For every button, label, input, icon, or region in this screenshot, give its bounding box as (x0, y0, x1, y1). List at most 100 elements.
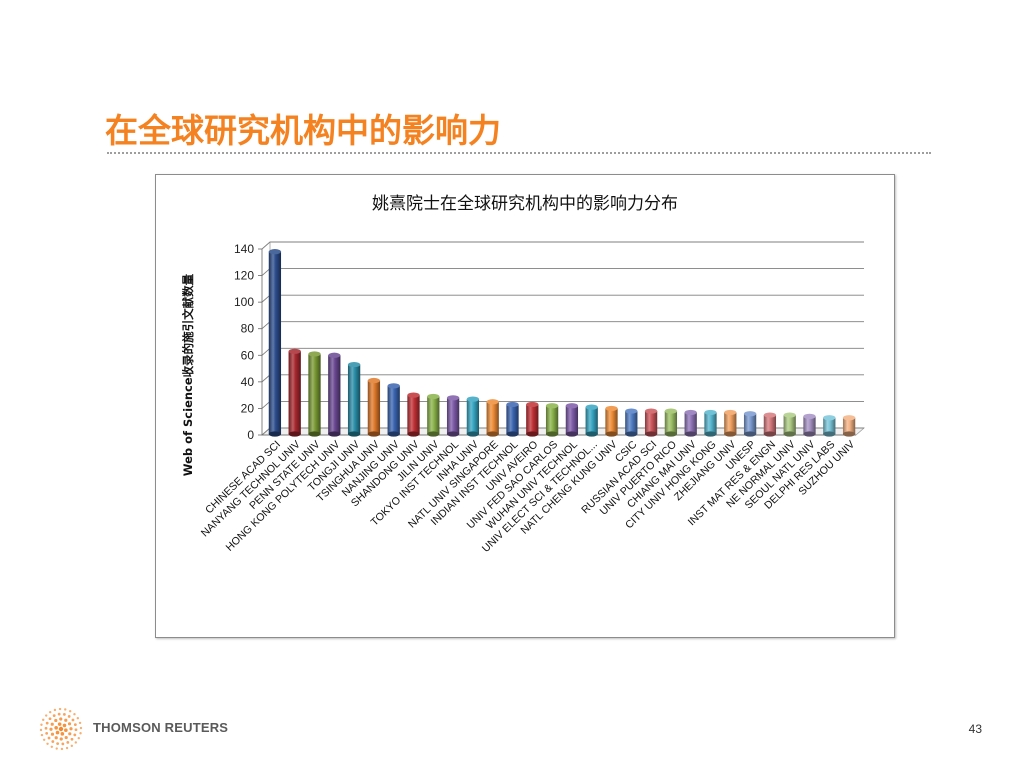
bar-body (684, 412, 697, 434)
bar-base (704, 431, 717, 437)
bar (763, 412, 777, 437)
bar (545, 403, 559, 437)
bar-cap (842, 415, 856, 421)
bar-body (347, 364, 361, 434)
bar-base (585, 431, 598, 437)
gridline (261, 347, 864, 356)
bar-cap (743, 411, 757, 417)
y-tick-label: 40 (241, 375, 255, 389)
bar-body (506, 404, 519, 434)
bar (308, 351, 321, 437)
bar (427, 393, 440, 437)
bar-body (763, 415, 777, 434)
bar-body (367, 380, 381, 434)
chart-frame: 姚熹院士在全球研究机构中的影响力分布 Web of Science收录的施引文献数… (155, 174, 895, 638)
bar-cap (803, 413, 816, 419)
bar-base (387, 431, 400, 437)
bar-cap (545, 403, 559, 409)
y-tick-label: 100 (234, 295, 254, 309)
bar-base (328, 431, 341, 437)
bar-cap (664, 408, 678, 414)
gridline (261, 321, 864, 330)
bar-chart: 姚熹院士在全球研究机构中的影响力分布 Web of Science收录的施引文献数… (181, 194, 866, 555)
bar-cap (506, 401, 519, 408)
bar (684, 409, 697, 437)
bar-body (664, 411, 678, 434)
bar-cap (526, 401, 539, 408)
slide-title: 在全球研究机构中的影响力 (105, 111, 501, 150)
bar (466, 396, 480, 437)
bar (803, 413, 816, 437)
bar-cap (565, 403, 579, 409)
y-axis-label: Web of Science收录的施引文献数量 (181, 273, 195, 476)
bar-cap (347, 361, 361, 368)
bar-body (803, 416, 816, 434)
bar-base (842, 431, 856, 437)
bar-cap (288, 348, 301, 354)
bar-base (743, 431, 757, 437)
bar-base (644, 431, 658, 437)
bar (288, 348, 301, 437)
bar-cap (367, 377, 381, 384)
bar (526, 401, 539, 437)
bar-cap (724, 409, 737, 416)
bar-cap (783, 412, 796, 418)
bar (644, 408, 658, 437)
bar-base (466, 431, 480, 437)
bar-body (625, 411, 638, 434)
bar-cap (268, 249, 282, 255)
bar (605, 405, 618, 437)
bar-body (328, 355, 341, 434)
bar-body (466, 399, 480, 434)
bar-body (486, 401, 499, 434)
bar-cap (407, 392, 420, 398)
bar-body (644, 411, 658, 434)
bar-base (347, 431, 361, 437)
bar (268, 249, 282, 437)
bar-cap (823, 415, 836, 421)
bar-body (704, 412, 717, 434)
bar-body (288, 351, 301, 434)
bar-base (427, 431, 440, 437)
bar-base (684, 431, 697, 437)
bar-base (308, 431, 321, 437)
y-tick-label: 20 (241, 401, 255, 415)
chart-title: 姚熹院士在全球研究机构中的影响力分布 (372, 194, 678, 214)
bar-body (407, 395, 420, 434)
bar-body (268, 251, 282, 434)
bar-body (565, 405, 579, 434)
gridline (261, 241, 864, 250)
bar (367, 377, 381, 437)
page-number: 43 (968, 722, 982, 736)
bar (783, 412, 796, 437)
title-divider (107, 152, 931, 154)
bar-body (387, 385, 400, 434)
bar (565, 403, 579, 437)
bar-base (545, 431, 559, 437)
bar-body (605, 408, 618, 434)
bar (387, 383, 400, 437)
bar-cap (427, 393, 440, 400)
bar-base (724, 431, 737, 437)
bar (407, 392, 420, 437)
bar-cap (328, 352, 341, 358)
bar-cap (486, 399, 499, 405)
bar-base (763, 431, 777, 437)
bar-base (288, 431, 301, 437)
bar-base (506, 431, 519, 437)
bar (743, 411, 757, 437)
thomson-reuters-logo-icon (39, 707, 83, 751)
bar-base (625, 431, 638, 437)
bar-body (743, 413, 757, 434)
bar-base (446, 431, 460, 437)
bar (625, 408, 638, 437)
bar-body (545, 405, 559, 434)
bar (664, 408, 678, 437)
bar (842, 415, 856, 437)
bar-base (783, 431, 796, 437)
bar-base (803, 431, 816, 437)
bar-cap (466, 396, 480, 402)
y-tick-label: 0 (247, 428, 254, 442)
bar-cap (387, 383, 400, 389)
bar-cap (763, 412, 777, 418)
